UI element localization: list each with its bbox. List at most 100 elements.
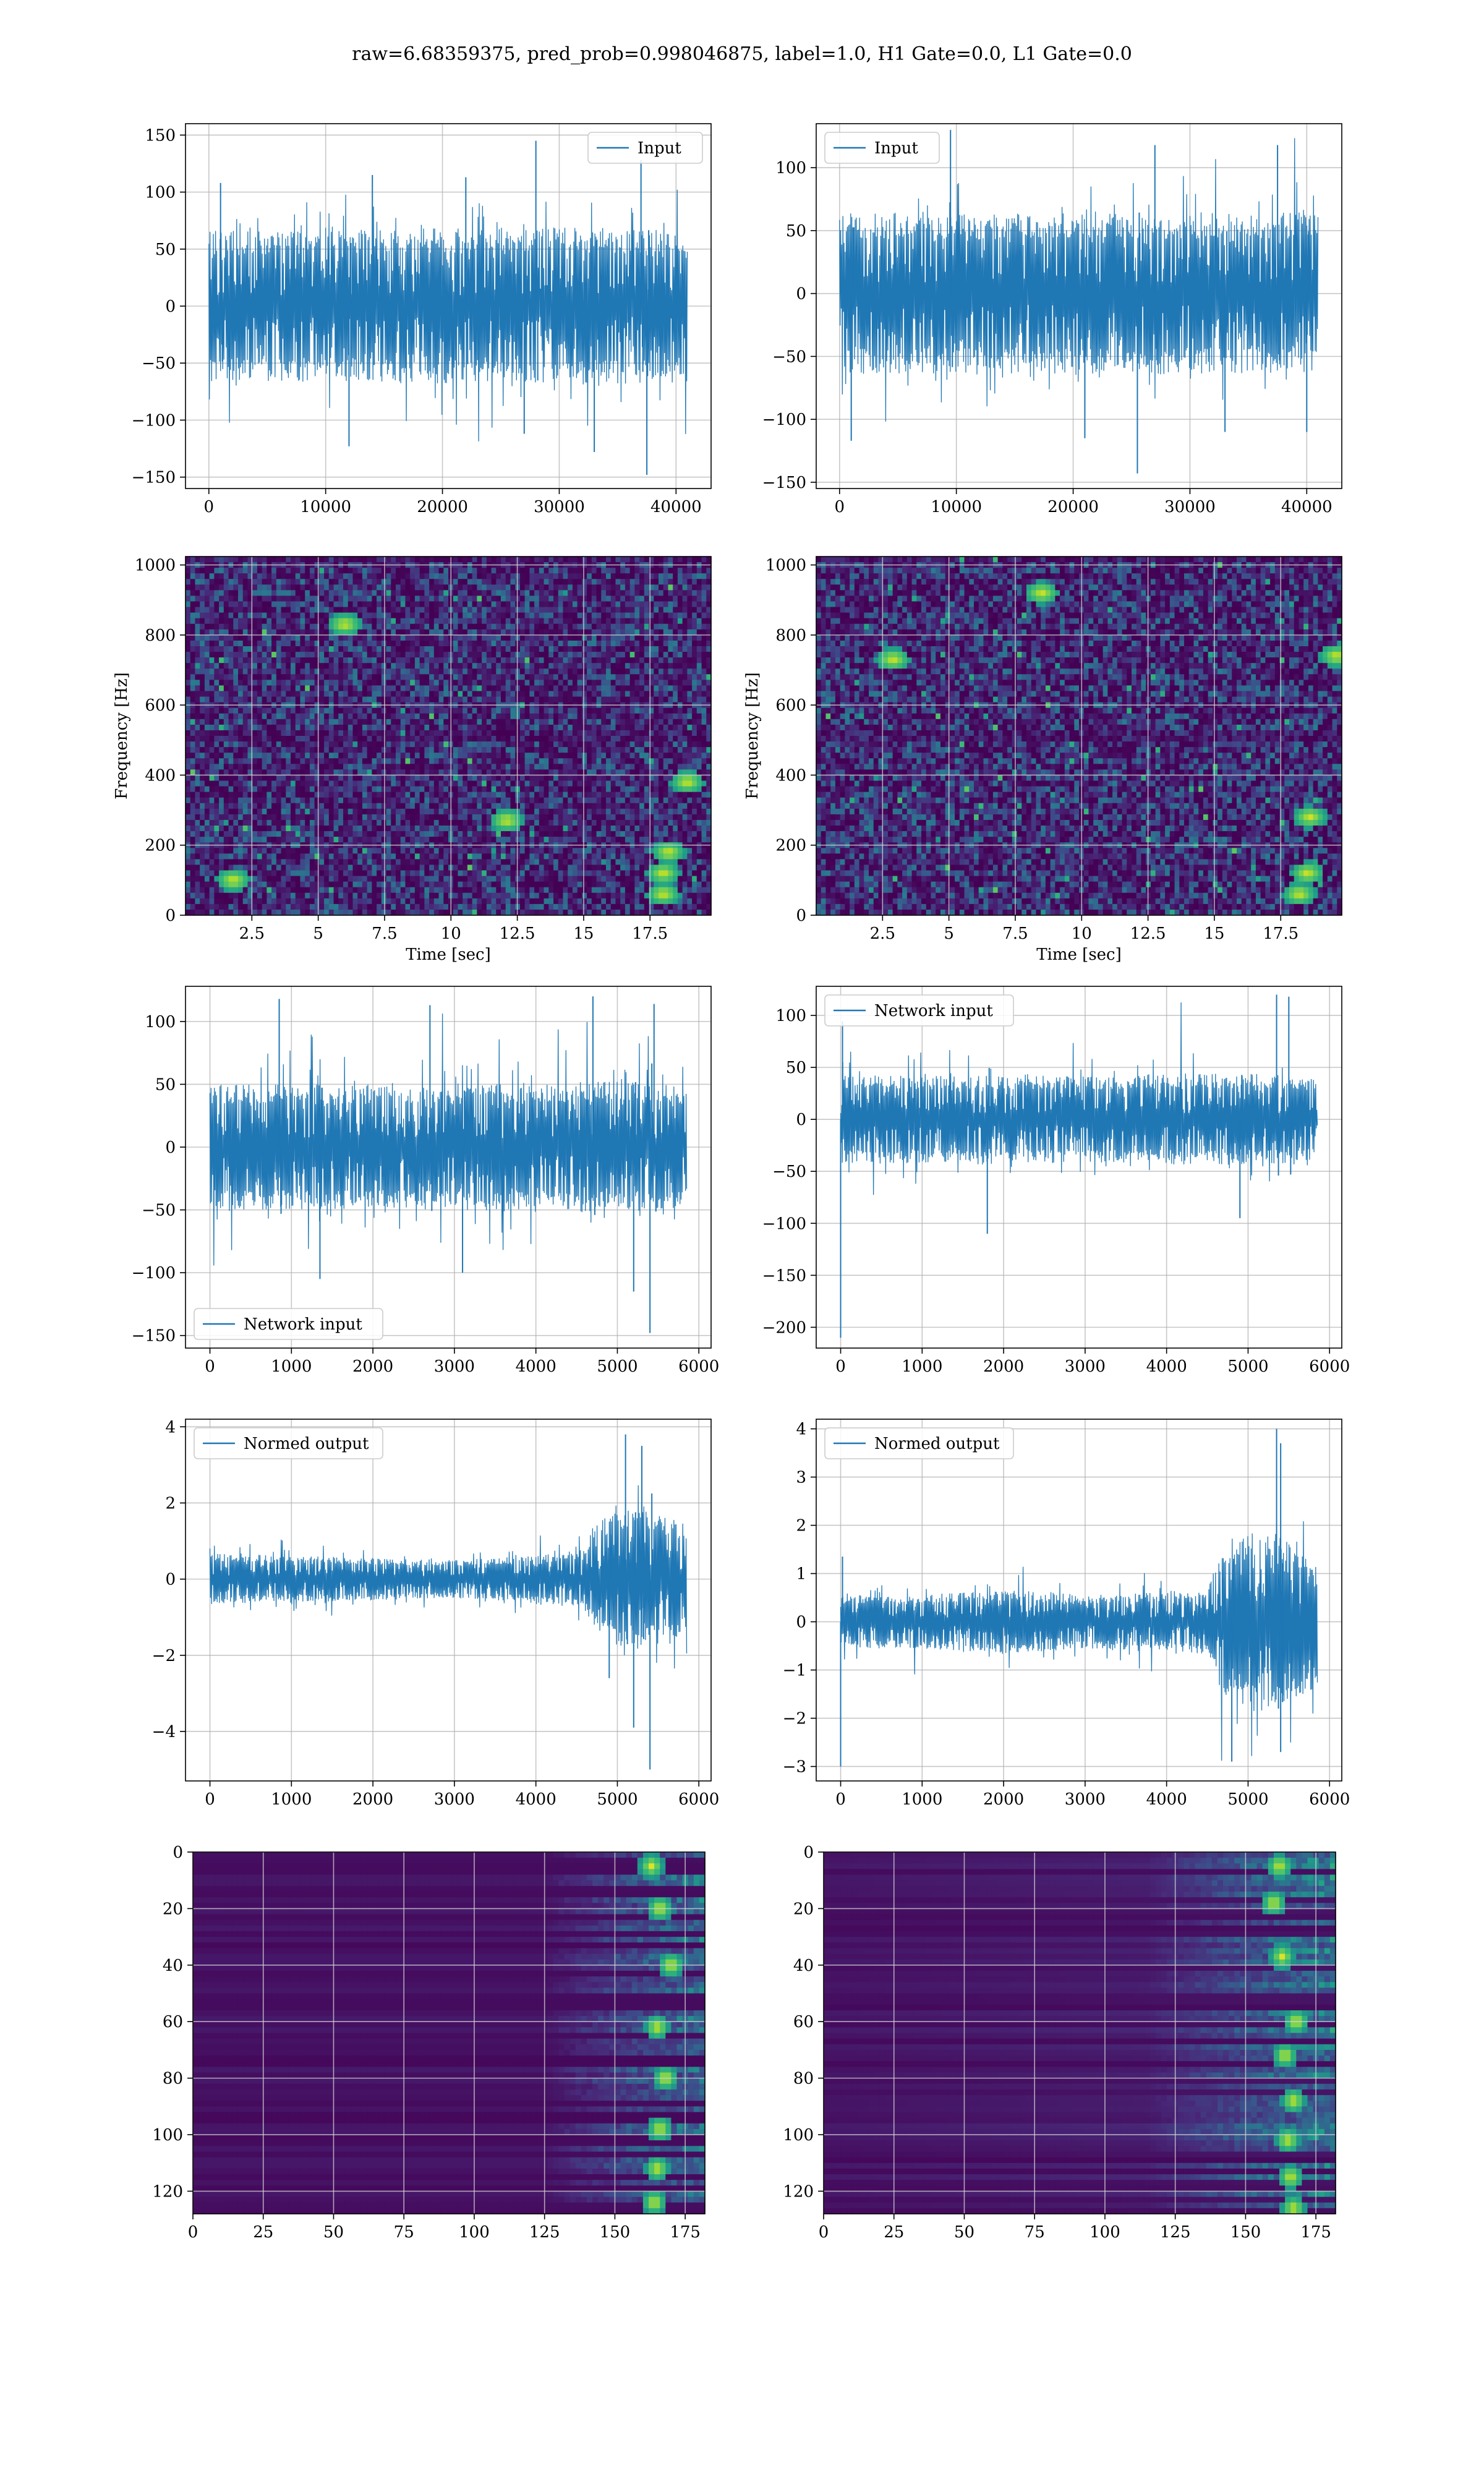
spectrogram-cell	[525, 674, 530, 680]
spectrogram-cell	[429, 725, 434, 731]
spectrogram-cell	[630, 798, 635, 804]
spectrogram-cell	[200, 624, 205, 630]
spectrogram-cell	[343, 697, 348, 703]
spectrogram-cell	[396, 758, 401, 764]
spectrogram-cell	[276, 697, 281, 703]
spectrogram-cell	[329, 775, 334, 781]
spectrogram-cell	[525, 618, 530, 625]
spectrogram-cell	[382, 590, 386, 596]
spectrogram-cell	[296, 641, 301, 647]
legend-label: Input	[874, 139, 918, 158]
spectrogram-cell	[214, 557, 219, 563]
spectrogram-cell	[702, 787, 707, 793]
spectrogram-cell	[625, 613, 630, 619]
spectrogram-cell	[243, 747, 248, 753]
spectrogram-cell	[467, 753, 472, 759]
spectrogram-cell	[367, 736, 372, 742]
spectrogram-cell	[401, 725, 406, 731]
spectrogram-cell	[281, 691, 286, 698]
spectrogram-cell	[286, 590, 291, 596]
spectrogram-cell	[229, 557, 234, 563]
spectrogram-cell	[396, 596, 401, 602]
spectrogram-cell	[420, 764, 425, 770]
spectrogram-cell	[487, 758, 492, 764]
spectrogram-cell	[334, 781, 339, 787]
spectrogram-cell	[315, 641, 320, 647]
spectrogram-cell	[296, 568, 301, 574]
spectrogram-cell	[305, 596, 310, 602]
spectrogram-cell	[492, 798, 497, 804]
spectrogram-cell	[434, 618, 439, 625]
spectrogram-cell	[190, 590, 195, 596]
spectrogram-cell	[506, 764, 511, 770]
spectrogram-cell	[429, 787, 434, 793]
spectrogram-cell	[477, 753, 482, 759]
spectrogram-cell	[673, 781, 678, 787]
spectrogram-cell	[405, 624, 410, 630]
spectrogram-cell	[644, 584, 649, 591]
spectrogram-cell	[291, 775, 296, 781]
spectrogram-cell	[357, 758, 362, 764]
spectrogram-cell	[238, 624, 243, 630]
spectrogram-cell	[186, 680, 190, 686]
spectrogram-cell	[496, 708, 501, 714]
spectrogram-cell	[334, 741, 339, 748]
spectrogram-cell	[668, 798, 673, 804]
spectrogram-cell	[678, 775, 683, 781]
spectrogram-cell	[281, 646, 286, 652]
spectrogram-cell	[224, 775, 229, 781]
spectrogram-cell	[233, 775, 238, 781]
spectrogram-cell	[401, 568, 406, 574]
spectrogram-cell	[539, 674, 544, 680]
spectrogram-cell	[233, 596, 238, 602]
spectrogram-cell	[291, 764, 296, 770]
spectrogram-cell	[338, 557, 343, 563]
spectrogram-cell	[582, 719, 587, 725]
spectrogram-cell	[558, 613, 563, 619]
spectrogram-cell	[544, 568, 549, 574]
spectrogram-cell	[639, 641, 644, 647]
spectrogram-cell	[673, 787, 678, 793]
spectrogram-cell	[300, 680, 305, 686]
spectrogram-cell	[683, 573, 688, 579]
spectrogram-cell	[692, 736, 697, 742]
spectrogram-cell	[496, 641, 501, 647]
spectrogram-cell	[420, 568, 425, 574]
spectrogram-cell	[357, 714, 362, 720]
spectrogram-cell	[367, 568, 372, 574]
spectrogram-cell	[463, 781, 467, 787]
spectrogram-cell	[281, 657, 286, 664]
spectrogram-cell	[458, 685, 463, 691]
spectrogram-cell	[420, 758, 425, 764]
spectrogram-cell	[415, 674, 420, 680]
spectrogram-cell	[205, 764, 210, 770]
spectrogram-cell	[410, 618, 415, 625]
spectrogram-cell	[510, 719, 515, 725]
spectrogram-cell	[544, 685, 549, 691]
spectrogram-cell	[634, 668, 639, 675]
spectrogram-cell	[352, 596, 357, 602]
spectrogram-cell	[634, 557, 639, 563]
spectrogram-cell	[210, 618, 215, 625]
spectrogram-cell	[338, 624, 343, 630]
spectrogram-cell	[639, 668, 644, 675]
spectrogram-cell	[659, 674, 663, 680]
spectrogram-cell	[434, 590, 439, 596]
spectrogram-cell	[362, 769, 367, 775]
spectrogram-cell	[510, 753, 515, 759]
spectrogram-cell	[267, 596, 271, 602]
spectrogram-cell	[606, 775, 611, 781]
spectrogram-cell	[267, 730, 271, 736]
spectrogram-cell	[592, 573, 597, 579]
spectrogram-cell	[601, 663, 606, 669]
spectrogram-cell	[492, 764, 497, 770]
spectrogram-cell	[205, 668, 210, 675]
spectrogram-cell	[267, 602, 271, 608]
spectrogram-cell	[529, 787, 534, 793]
spectrogram-cell	[697, 568, 702, 574]
spectrogram-cell	[415, 668, 420, 675]
spectrogram-cell	[262, 646, 267, 652]
spectrogram-cell	[673, 613, 678, 619]
spectrogram-cell	[625, 607, 630, 613]
spectrogram-cell	[267, 635, 271, 641]
